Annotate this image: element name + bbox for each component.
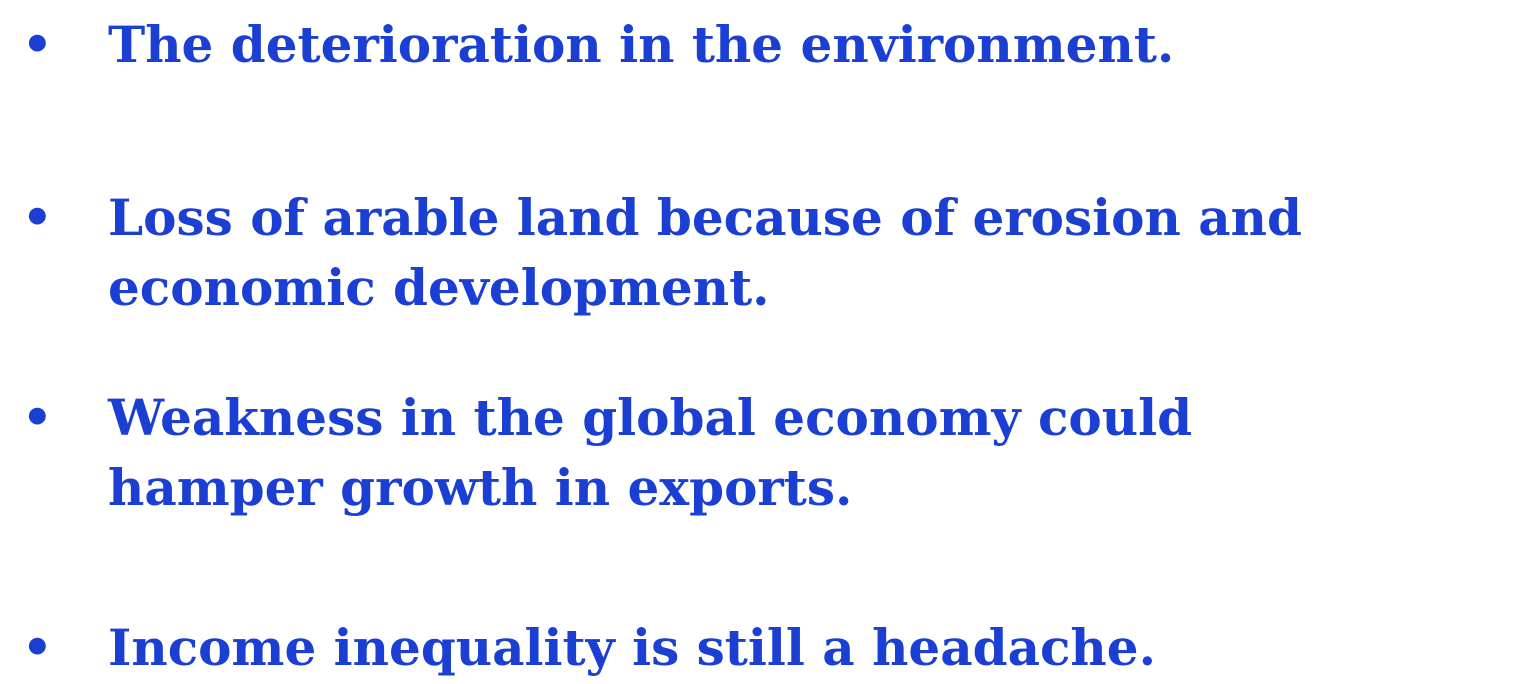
- bullet-text: Weakness in the global economy could: [108, 388, 1193, 447]
- bullet-text: Income inequality is still a headache.: [108, 618, 1156, 677]
- bullet-item: • Loss of arable land because of erosion …: [0, 183, 1514, 323]
- bullet-text: The deterioration in the environment.: [108, 15, 1175, 74]
- bullet-item: • Income inequality is still a headache.: [0, 613, 1514, 683]
- bullet-text: hamper growth in exports.: [108, 458, 853, 517]
- bullet-marker: •: [22, 620, 53, 676]
- bullet-text: Loss of arable land because of erosion a…: [108, 188, 1302, 247]
- bullet-marker: •: [22, 390, 53, 446]
- bullet-marker: •: [22, 190, 53, 246]
- bullet-item: • The deterioration in the environment.: [0, 10, 1514, 80]
- bullet-item: • Weakness in the global economy could ham…: [0, 383, 1514, 523]
- bullet-marker: •: [22, 17, 53, 73]
- bullet-text: economic development.: [108, 258, 770, 317]
